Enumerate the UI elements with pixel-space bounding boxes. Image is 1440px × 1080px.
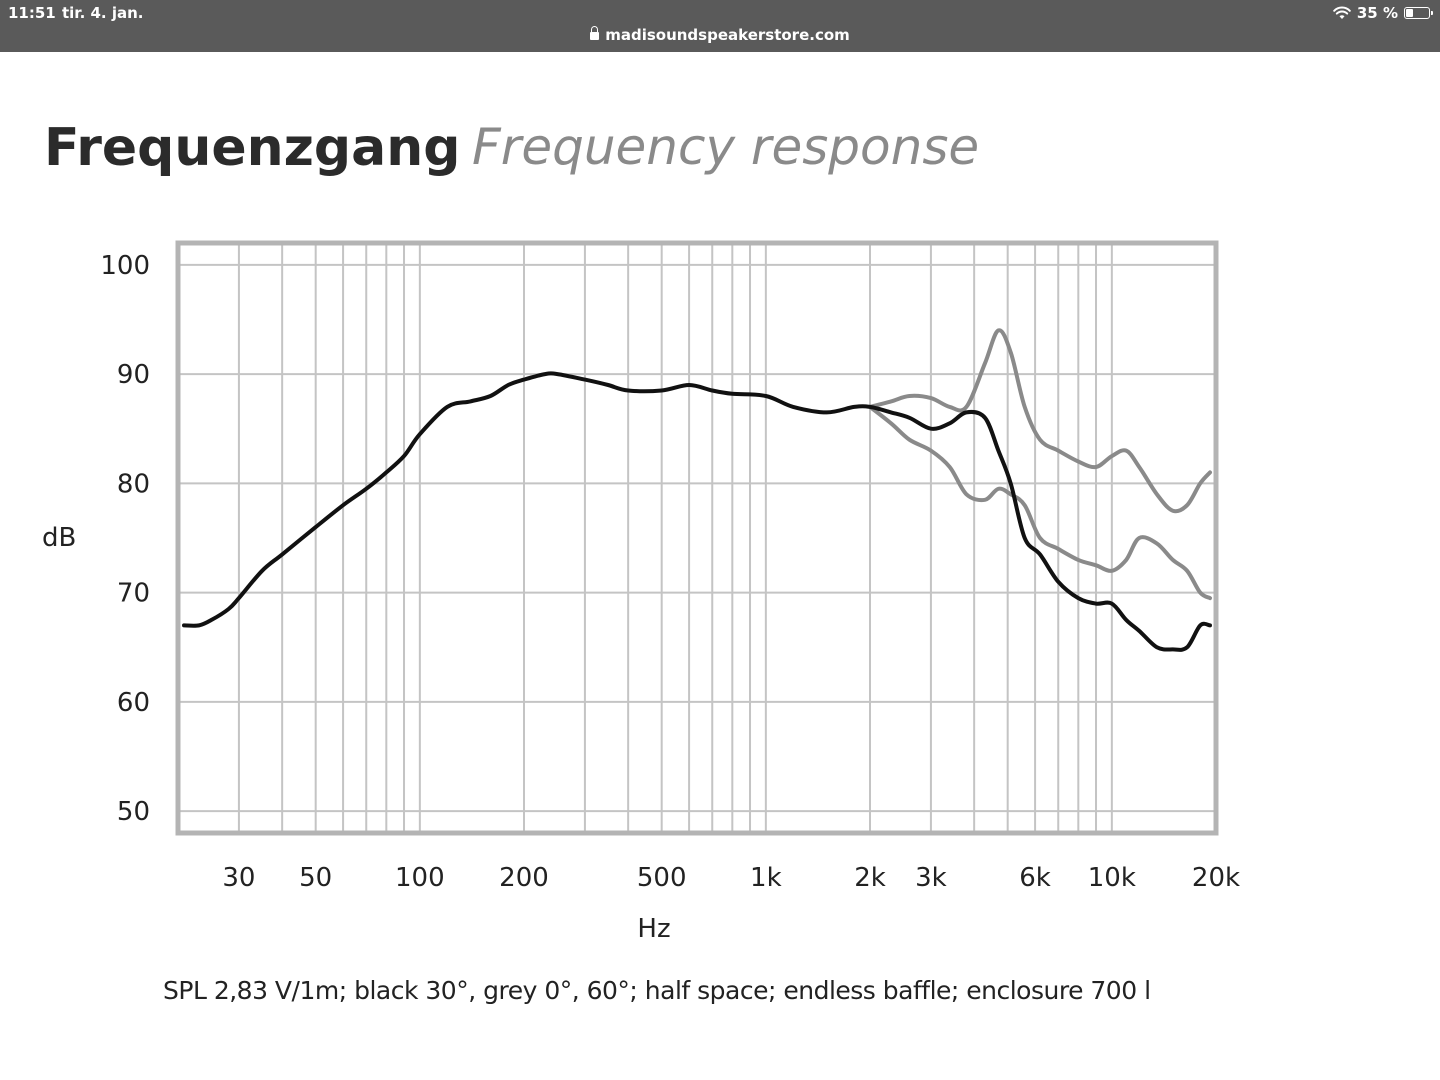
battery-icon bbox=[1404, 7, 1433, 19]
x-tick-label: 3k bbox=[915, 863, 947, 893]
status-bar: 11:51 tir. 4. jan. 35 % madisoundspeaker… bbox=[0, 0, 1440, 52]
series-lines bbox=[182, 328, 1212, 652]
series-line-3 bbox=[182, 371, 1212, 652]
y-tick-label: 60 bbox=[117, 688, 150, 718]
x-tick-label: 50 bbox=[299, 863, 332, 893]
x-tick-label: 30 bbox=[222, 863, 255, 893]
lock-icon bbox=[590, 26, 600, 40]
y-tick-label: 50 bbox=[117, 797, 150, 827]
x-tick-label: 2k bbox=[854, 863, 886, 893]
x-axis-label: Hz bbox=[637, 914, 670, 944]
x-tick-label: 6k bbox=[1019, 863, 1051, 893]
x-tick-label: 100 bbox=[395, 863, 445, 893]
chart-title: Frequenzgang bbox=[44, 118, 461, 178]
x-tick-label: 1k bbox=[750, 863, 782, 893]
status-right: 35 % bbox=[1333, 4, 1433, 22]
chart-caption: SPL 2,83 V/1m; black 30°, grey 0°, 60°; … bbox=[163, 976, 1151, 1005]
wifi-icon bbox=[1333, 6, 1351, 19]
series-line-2 bbox=[868, 404, 1212, 601]
series-line-1 bbox=[868, 328, 1212, 514]
y-tick-label: 90 bbox=[117, 360, 150, 390]
battery-percent: 35 % bbox=[1356, 4, 1398, 22]
x-tick-labels: 30 50 100 200 500 1k 2k 3k 6k 10k 20k bbox=[222, 863, 1240, 893]
x-tick-label: 10k bbox=[1088, 863, 1136, 893]
x-tick-label: 500 bbox=[637, 863, 687, 893]
battery-level bbox=[1406, 9, 1413, 17]
y-axis-label: dB bbox=[42, 523, 76, 553]
status-time: 11:51 bbox=[8, 4, 56, 22]
x-tick-label: 200 bbox=[499, 863, 549, 893]
address-bar[interactable]: madisoundspeakerstore.com bbox=[0, 26, 1440, 44]
y-tick-labels: 50 60 70 80 90 100 bbox=[100, 251, 150, 827]
x-tick-label: 20k bbox=[1192, 863, 1240, 893]
plot-frame bbox=[175, 240, 1219, 836]
grid bbox=[178, 243, 1216, 833]
y-tick-label: 100 bbox=[100, 251, 150, 281]
y-tick-label: 80 bbox=[117, 469, 150, 499]
y-tick-label: 70 bbox=[117, 579, 150, 609]
address-url: madisoundspeakerstore.com bbox=[605, 26, 850, 44]
chart-subtitle: Frequency response bbox=[472, 118, 980, 176]
status-date: tir. 4. jan. bbox=[62, 4, 144, 22]
